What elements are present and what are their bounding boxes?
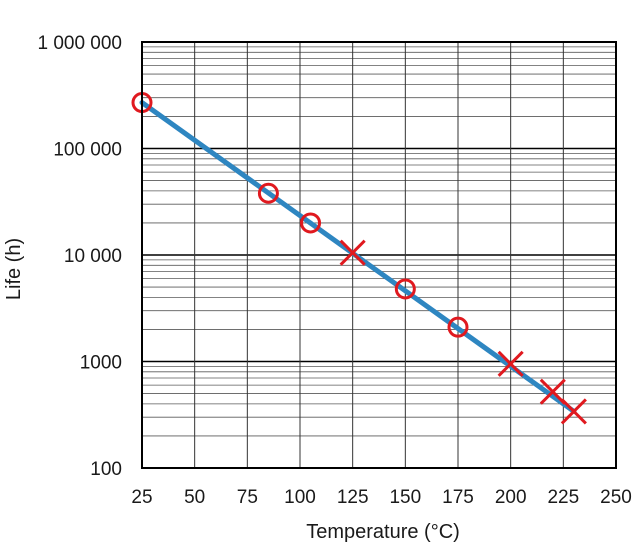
x-tick-label: 225 bbox=[547, 487, 579, 508]
y-tick-label: 100 000 bbox=[53, 140, 122, 161]
series-layer bbox=[131, 92, 587, 425]
x-tick-label: 250 bbox=[600, 487, 632, 508]
x-data-point bbox=[497, 350, 524, 377]
y-tick-label: 100 bbox=[90, 459, 122, 480]
x-tick-label: 25 bbox=[131, 487, 152, 508]
x-marker-stroke bbox=[539, 378, 566, 405]
minor-gridlines bbox=[142, 46, 616, 437]
y-tick-label: 1000 bbox=[80, 353, 122, 374]
x-data-point bbox=[560, 398, 587, 425]
y-axis-tick-labels: 100 1000 10 000 100 000 1 000 000 bbox=[37, 33, 122, 480]
x-tick-label: 175 bbox=[442, 487, 474, 508]
circle-data-point bbox=[300, 212, 322, 234]
x-data-point bbox=[539, 378, 566, 405]
circle-data-point bbox=[447, 316, 469, 338]
plot-area-frame bbox=[141, 41, 617, 469]
y-axis-title: Life (h) bbox=[3, 238, 25, 300]
x-marker-stroke bbox=[497, 350, 524, 377]
y-tick-label: 1 000 000 bbox=[37, 33, 122, 54]
x-tick-label: 75 bbox=[237, 487, 258, 508]
x-axis-title: Temperature (°C) bbox=[306, 521, 460, 543]
x-tick-label: 50 bbox=[184, 487, 205, 508]
circle-data-point bbox=[257, 182, 279, 204]
x-data-point bbox=[339, 239, 366, 266]
x-marker-stroke bbox=[339, 239, 366, 266]
x-marker-stroke bbox=[560, 398, 587, 425]
x-tick-label: 125 bbox=[337, 487, 369, 508]
x-axis-tick-labels: 25 50 75 100 125 150 175 200 225 250 bbox=[131, 487, 631, 508]
circle-data-point bbox=[394, 278, 416, 300]
x-tick-label: 200 bbox=[495, 487, 527, 508]
x-tick-label: 150 bbox=[389, 487, 421, 508]
y-tick-label: 10 000 bbox=[64, 246, 122, 267]
x-tick-label: 100 bbox=[284, 487, 316, 508]
